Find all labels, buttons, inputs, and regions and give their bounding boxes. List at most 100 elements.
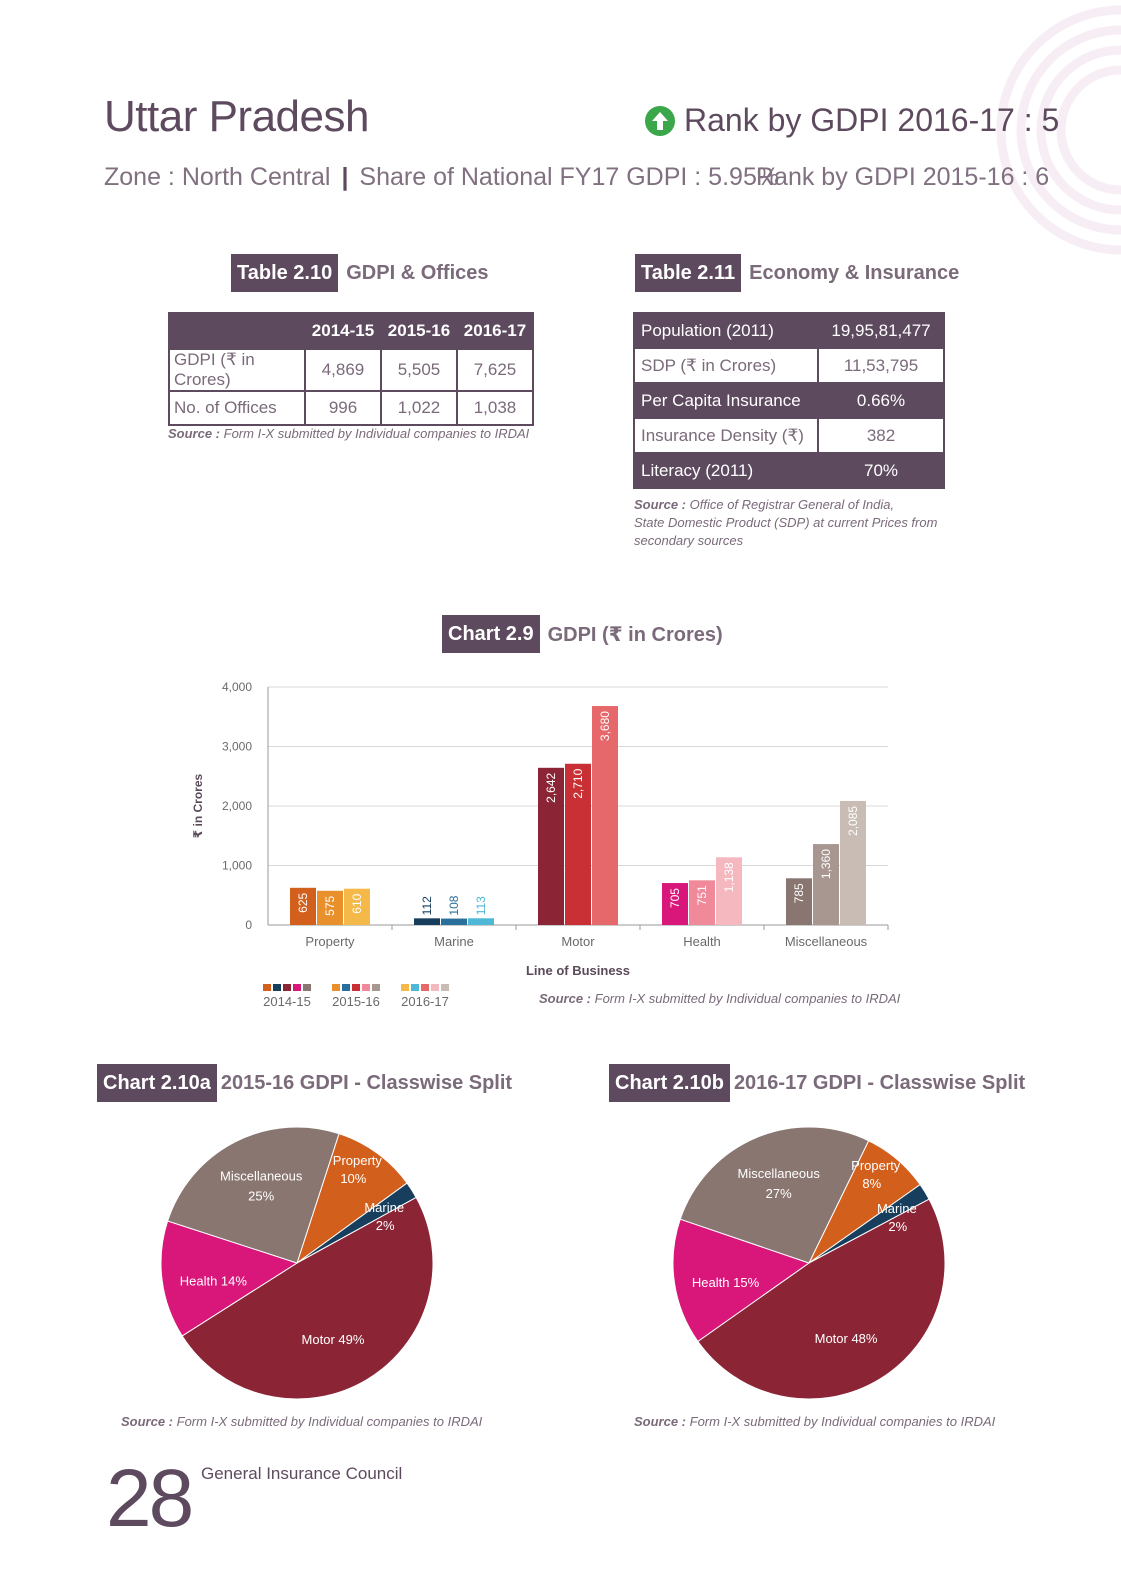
- pie-slice: [672, 1218, 811, 1343]
- source-text: secondary sources: [634, 533, 744, 548]
- legend-swatch: [441, 984, 449, 991]
- bar-value-label: 610: [350, 893, 364, 913]
- pie-slice: [167, 1126, 340, 1264]
- cell: 1,022: [380, 390, 458, 426]
- header-blank: [168, 312, 306, 350]
- caption-title: GDPI (₹ in Crores): [547, 623, 723, 646]
- source-label: Source :: [121, 1414, 174, 1429]
- pie-slice: [679, 1126, 870, 1264]
- cell: 19,95,81,477: [817, 312, 945, 349]
- bar: [689, 880, 715, 925]
- table-2-10-caption: Table 2.10 GDPI & Offices: [231, 254, 489, 292]
- gdpi-offices-table: 2014-15 2015-16 2016-17 GDPI (₹ in Crore…: [168, 312, 534, 426]
- bar-value-label: 575: [323, 895, 337, 915]
- bar: [813, 844, 839, 925]
- cell: 11,53,795: [817, 347, 945, 384]
- legend-label: 2014-15: [263, 994, 311, 1009]
- bar-value-label: 1,360: [819, 849, 833, 879]
- source-label: Source :: [539, 991, 592, 1006]
- pie-label: Miscellaneous: [220, 1169, 303, 1184]
- pie-label: Marine: [877, 1201, 917, 1216]
- pie-slice: [181, 1196, 434, 1400]
- bar-value-label: 2,642: [544, 772, 558, 802]
- pie-label: Health 15%: [692, 1275, 760, 1290]
- arrow-up-icon: [645, 105, 675, 136]
- table-2-11-source: Source : Office of Registrar General of …: [634, 496, 937, 550]
- bar-value-label: 705: [668, 888, 682, 908]
- table-row: No. of Offices 996 1,022 1,038: [168, 390, 534, 426]
- legend-swatch: [273, 984, 281, 991]
- caption-label: Chart 2.10a: [97, 1064, 217, 1102]
- y-tick-label: 1,000: [222, 859, 252, 873]
- source-label: Source :: [168, 426, 221, 441]
- chart-2-10b-source: Source : Form I-X submitted by Individua…: [634, 1413, 995, 1431]
- legend-label: 2016-17: [401, 994, 449, 1009]
- source-label: Source :: [634, 1414, 687, 1429]
- economy-insurance-table: Population (2011) 19,95,81,477 SDP (₹ in…: [633, 312, 945, 489]
- state-title: Uttar Pradesh: [104, 92, 369, 141]
- legend-swatch: [362, 984, 370, 991]
- row-label: SDP (₹ in Crores): [633, 347, 819, 384]
- legend-swatch: [332, 984, 340, 991]
- cell: 0.66%: [817, 382, 945, 419]
- bar: [290, 887, 316, 925]
- legend-label: 2015-16: [332, 994, 380, 1009]
- bar: [344, 888, 370, 925]
- bar-value-label: 785: [792, 883, 806, 903]
- y-tick-label: 0: [245, 918, 252, 932]
- pie-slice: [697, 1198, 946, 1400]
- pie-label: Property: [851, 1158, 901, 1173]
- decorative-arcs: [996, 5, 1121, 255]
- bar: [565, 763, 591, 925]
- bar-value-label: 112: [420, 896, 434, 915]
- bar-value-label: 2,710: [571, 768, 585, 798]
- y-axis-title: ₹ in Crores: [191, 773, 205, 838]
- cell: 70%: [817, 452, 945, 489]
- pie-label: Motor 49%: [302, 1332, 365, 1347]
- table-row: Per Capita Insurance 0.66%: [633, 382, 945, 419]
- source-label: Source :: [634, 497, 687, 512]
- bar-value-label: 625: [296, 892, 310, 912]
- bar: [716, 857, 742, 925]
- cell: 382: [817, 417, 945, 454]
- pie-label: 10%: [340, 1171, 366, 1186]
- row-label: Insurance Density (₹): [633, 417, 819, 454]
- pie-slice: [160, 1220, 299, 1337]
- legend-swatch: [401, 984, 409, 991]
- cell: 5,505: [380, 348, 458, 392]
- bar-value-label: 2,085: [846, 806, 860, 836]
- bar-value-label: 751: [695, 885, 709, 905]
- row-label: Literacy (2011): [633, 452, 819, 489]
- pie-slice: [296, 1133, 408, 1265]
- chart-2-10b-caption: Chart 2.10b 2016-17 GDPI - Classwise Spl…: [609, 1064, 1025, 1102]
- cell: 996: [304, 390, 382, 426]
- chart-2-10a-source: Source : Form I-X submitted by Individua…: [121, 1413, 482, 1431]
- source-text: Office of Registrar General of India,: [689, 497, 895, 512]
- source-text: Form I-X submitted by Individual compani…: [223, 426, 530, 441]
- x-tick-label: Marine: [434, 934, 474, 949]
- bar: [414, 918, 440, 925]
- pie-label: 25%: [248, 1189, 274, 1204]
- table-row: Population (2011) 19,95,81,477: [633, 312, 945, 349]
- bar: [592, 706, 618, 925]
- column-header: 2016-17: [456, 312, 534, 350]
- bar: [317, 890, 343, 925]
- zone-share-line: Zone : North Central | Share of National…: [104, 163, 779, 192]
- y-tick-label: 3,000: [222, 740, 252, 754]
- pie-label: 2%: [888, 1219, 907, 1234]
- publisher-name: General Insurance Council: [201, 1464, 403, 1483]
- table-row: Insurance Density (₹) 382: [633, 417, 945, 454]
- y-tick-label: 2,000: [222, 799, 252, 813]
- table-2-10-source: Source : Form I-X submitted by Individua…: [168, 425, 529, 443]
- x-tick-label: Property: [305, 934, 355, 949]
- caption-label: Chart 2.9: [442, 615, 540, 653]
- column-header: 2014-15: [304, 312, 382, 350]
- column-header: 2015-16: [380, 312, 458, 350]
- gdpi-bar-chart: 0 1,000 2,000 3,000 4,000 ₹ in Crores 625 575 61…: [191, 680, 889, 1009]
- caption-label: Table 2.11: [635, 254, 742, 292]
- source-text: State Domestic Product (SDP) at current …: [634, 515, 938, 530]
- pie-label: Miscellaneous: [737, 1166, 820, 1181]
- pie-label: Motor 48%: [815, 1331, 878, 1346]
- bar-value-label: 3,680: [598, 711, 612, 741]
- cell: 7,625: [456, 348, 534, 392]
